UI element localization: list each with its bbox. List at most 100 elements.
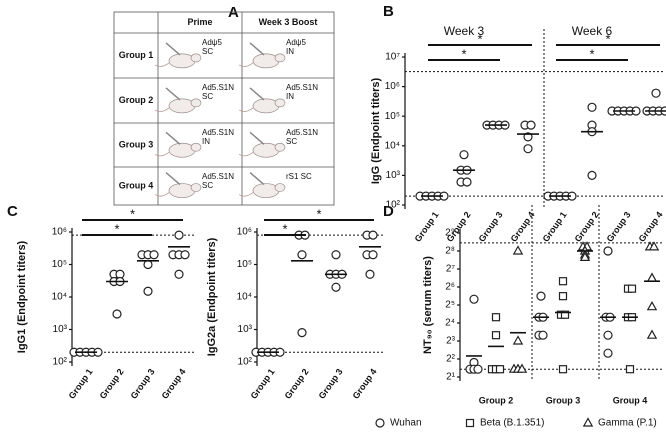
- y-axis-title: NT₉₀ (serum titers): [422, 256, 434, 354]
- y-tick-label: 10⁴: [237, 292, 252, 303]
- data-point: [297, 328, 307, 338]
- y-tick-label: 10⁴: [385, 140, 400, 151]
- y-tick-label: 2⁶: [445, 282, 455, 293]
- data-point: [625, 365, 635, 374]
- cell-text: SC: [286, 137, 297, 146]
- data-point: [180, 250, 190, 260]
- mouse-icon: [274, 98, 286, 108]
- column-header: Week 3 Boost: [259, 17, 318, 27]
- data-point: [297, 250, 307, 260]
- mouse-icon: [252, 142, 280, 158]
- mouse-icon: [168, 142, 196, 158]
- mouse-tail: [154, 151, 170, 157]
- mouse-icon: [252, 98, 280, 114]
- row-label: Group 3: [119, 139, 154, 149]
- mouse-icon: [252, 53, 280, 69]
- data-point: [491, 313, 501, 322]
- data-point: [473, 364, 483, 374]
- panel-heading: Week 6: [572, 24, 613, 38]
- row-label: Group 2: [119, 95, 154, 105]
- data-point: [512, 245, 524, 255]
- x-tick-label: Group 4: [613, 395, 648, 405]
- mouse-tail: [154, 192, 170, 197]
- y-tick-label: 10⁶: [385, 81, 400, 92]
- data-point: [560, 310, 570, 319]
- y-tick-label: 2⁷: [446, 264, 456, 275]
- cell-text: Ad5.S1N: [286, 128, 318, 137]
- data-point: [143, 286, 153, 296]
- cell-text: Adψ5: [286, 38, 306, 47]
- data-point: [587, 102, 597, 112]
- y-tick-label: 2¹: [446, 372, 456, 383]
- y-axis-title: IgG2a (Endpoint titers): [206, 237, 218, 356]
- y-tick-label: 2⁹: [445, 228, 455, 239]
- mouse-tail: [154, 107, 170, 112]
- data-point: [648, 241, 660, 251]
- x-tick-label: Group 2: [479, 395, 514, 405]
- mouse-tail: [238, 192, 254, 197]
- significance-label: *: [114, 221, 119, 236]
- y-tick-label: 2²: [446, 354, 456, 365]
- data-point: [646, 300, 658, 311]
- table-frame: [113, 11, 335, 206]
- mouse-icon: [190, 98, 202, 108]
- data-point: [646, 329, 658, 339]
- cell-text: IN: [286, 47, 294, 56]
- data-point: [375, 418, 385, 428]
- cell-text: IN: [202, 137, 210, 146]
- cell-text: Ad5.S1N: [202, 128, 234, 137]
- data-point: [523, 132, 533, 142]
- data-point: [526, 120, 536, 130]
- mouse-icon: [168, 53, 196, 69]
- cell-text: SC: [202, 181, 213, 190]
- y-tick-label: 2⁴: [445, 318, 455, 329]
- cell-text: rS1 SC: [286, 172, 312, 181]
- column-header: Prime: [187, 17, 212, 27]
- mouse-icon: [274, 183, 286, 192]
- cell-text: SC: [202, 47, 213, 56]
- data-point: [459, 150, 469, 160]
- panel-label: B: [383, 3, 394, 20]
- syringe-icon: [165, 171, 181, 186]
- data-point: [579, 251, 591, 262]
- data-point: [587, 170, 597, 180]
- y-tick-label: 10³: [238, 324, 253, 335]
- cell-text: Ad5.S1N: [202, 83, 234, 92]
- data-point: [465, 418, 475, 428]
- significance-label: *: [316, 206, 321, 221]
- x-tick-label: Group 3: [546, 395, 581, 405]
- data-point: [143, 259, 153, 270]
- y-tick-label: 2³: [446, 336, 456, 347]
- significance-label: *: [605, 31, 610, 46]
- syringe-icon: [165, 87, 181, 101]
- data-point: [603, 330, 613, 340]
- panel-label: D: [383, 203, 394, 220]
- data-point: [627, 284, 637, 293]
- data-point: [149, 250, 159, 260]
- panel-label: A: [228, 4, 239, 21]
- data-point: [516, 363, 528, 373]
- syringe-icon: [249, 87, 265, 101]
- cell-text: SC: [202, 92, 213, 101]
- mouse-icon: [168, 183, 196, 198]
- data-point: [558, 365, 568, 374]
- data-point: [582, 417, 594, 427]
- significance-label: *: [589, 46, 594, 61]
- panel-label: C: [7, 203, 18, 220]
- mouse-icon: [190, 183, 202, 192]
- y-tick-label: 2⁵: [445, 300, 455, 311]
- y-tick-label: 10²: [386, 200, 401, 211]
- significance-label: *: [477, 31, 482, 46]
- data-point: [603, 348, 613, 358]
- mouse-tail: [238, 151, 254, 157]
- mouse-tail: [154, 62, 170, 67]
- data-point: [462, 177, 472, 187]
- data-point: [491, 331, 501, 340]
- syringe-icon: [165, 131, 181, 145]
- data-point: [558, 277, 568, 286]
- y-tick-label: 10⁷: [385, 52, 400, 63]
- mouse-icon: [274, 142, 286, 152]
- data-point: [112, 309, 122, 319]
